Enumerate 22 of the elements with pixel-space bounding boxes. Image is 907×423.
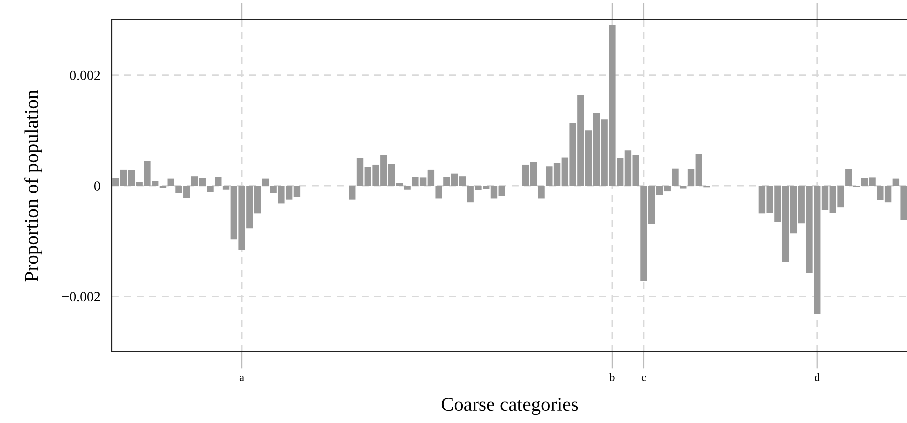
x-tick-label: a — [240, 376, 244, 382]
bar — [680, 186, 687, 189]
bar — [168, 178, 174, 186]
bar — [892, 178, 900, 186]
y-tick-label: 0 — [94, 182, 100, 191]
x-tick-label: d — [814, 374, 820, 382]
y-tick-label: −0.002 — [62, 292, 100, 302]
x-axis-title: Coarse categories — [442, 398, 578, 416]
bar — [672, 168, 679, 186]
bar — [436, 186, 442, 199]
bar — [349, 186, 356, 200]
bar — [846, 169, 852, 186]
bar — [538, 186, 545, 199]
x-tick-label: b — [610, 374, 615, 382]
bar — [215, 177, 222, 186]
bar — [207, 186, 214, 192]
x-tick-label: c — [642, 376, 646, 382]
bar — [404, 186, 411, 190]
y-tick-label: 0.002 — [70, 70, 100, 80]
bar — [900, 186, 907, 220]
bar — [262, 178, 270, 186]
y-axis-title: Proportion of population — [24, 90, 42, 282]
